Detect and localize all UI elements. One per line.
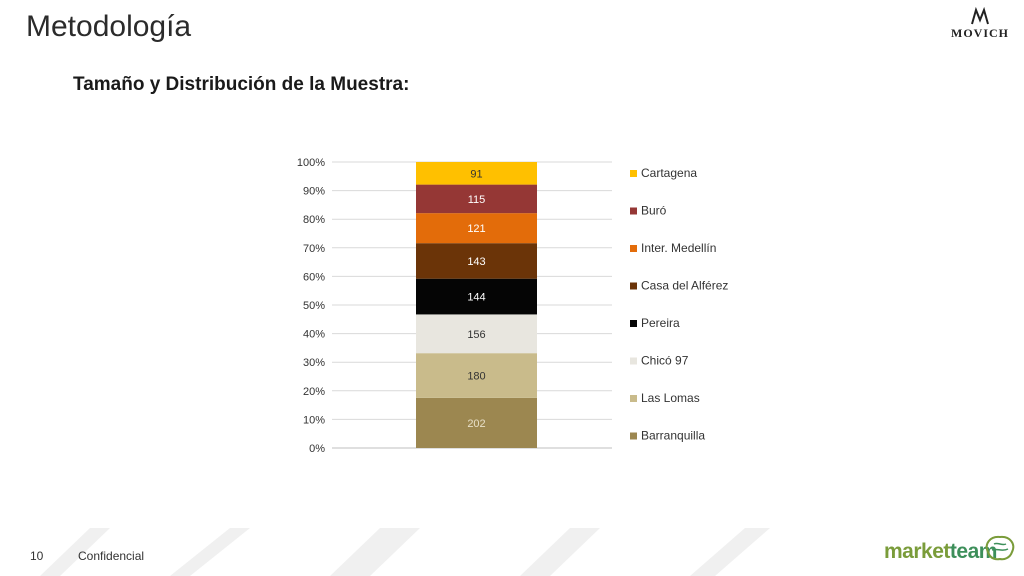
- bar-segment: [416, 213, 537, 244]
- legend-swatch: [630, 282, 637, 290]
- legend-swatch: [630, 395, 637, 402]
- movich-logo: MOVICH: [940, 6, 1020, 46]
- y-tick-label: 50%: [303, 300, 325, 312]
- legend-label: Buró: [641, 204, 667, 218]
- y-tick-label: 90%: [303, 186, 325, 198]
- legend-label: Casa del Alférez: [641, 279, 728, 293]
- legend-label: Cartagena: [641, 166, 697, 180]
- y-tick-label: 70%: [303, 243, 325, 255]
- legend-label: Barranquilla: [641, 429, 705, 443]
- brain-icon: [985, 535, 1015, 561]
- bar-segment: [416, 397, 537, 448]
- bar-segment: [416, 278, 537, 315]
- footer-decoration: [40, 528, 770, 576]
- marketteam-logo-market: market: [884, 540, 950, 563]
- legend-swatch: [630, 320, 637, 327]
- data-label: 180: [467, 371, 485, 383]
- data-label: 156: [467, 329, 485, 341]
- marketteam-logo-team: team: [949, 540, 998, 563]
- data-label: 91: [470, 168, 482, 180]
- legend-label: Las Lomas: [641, 391, 700, 405]
- y-tick-label: 40%: [303, 329, 325, 341]
- legend-swatch: [630, 357, 637, 365]
- page-number: 10: [30, 549, 44, 563]
- bar-segment: [416, 243, 537, 279]
- data-label: 144: [467, 292, 485, 304]
- legend-swatch: [630, 432, 637, 440]
- y-tick-label: 0%: [309, 443, 325, 455]
- legend-swatch: [630, 170, 637, 177]
- y-tick-label: 80%: [303, 214, 325, 226]
- bar-segment: [416, 184, 537, 214]
- legend-swatch: [630, 245, 637, 252]
- footer-confidential: Confidencial: [78, 549, 145, 563]
- bar-segment: [416, 353, 537, 398]
- y-tick-label: 100%: [297, 157, 325, 169]
- y-tick-label: 10%: [303, 414, 325, 426]
- y-tick-label: 30%: [303, 357, 325, 369]
- y-tick-label: 60%: [303, 271, 325, 283]
- legend-label: Pereira: [641, 316, 680, 330]
- movich-brand-name: MOVICH: [951, 26, 1009, 40]
- y-tick-label: 20%: [303, 386, 325, 398]
- slide-subtitle: Tamaño y Distribución de la Muestra:: [73, 74, 410, 95]
- data-label: 115: [468, 194, 486, 206]
- data-label: 202: [467, 418, 485, 430]
- legend-swatch: [630, 207, 637, 215]
- slide-title: Metodología: [26, 10, 192, 43]
- marketteam-logo: marketteam: [884, 532, 1020, 576]
- bar-segment: [416, 162, 537, 185]
- data-label: 121: [467, 223, 485, 235]
- movich-emblem-icon: [971, 6, 989, 25]
- bar-segment: [416, 314, 537, 354]
- legend-label: Chicó 97: [641, 354, 689, 368]
- data-label: 143: [467, 256, 485, 268]
- legend-label: Inter. Medellín: [641, 241, 716, 255]
